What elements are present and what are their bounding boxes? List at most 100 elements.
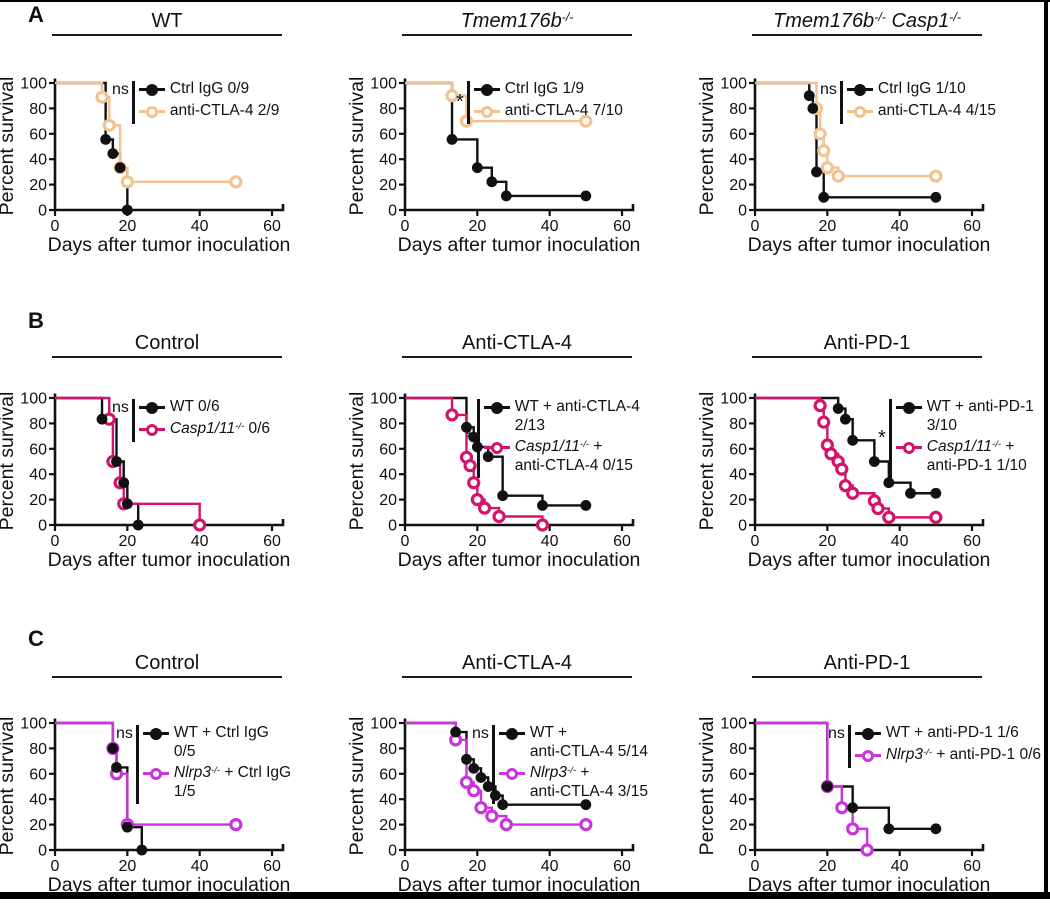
legend-label: Nlrp3-/- + anti-PD-1 0/6 xyxy=(886,746,1041,765)
x-tick-label: 40 xyxy=(891,218,909,235)
legend-entries: Ctrl IgG 1/10 anti-CTLA-4 4/15 xyxy=(846,80,996,124)
legend-label-line: Ctrl IgG 0/9 xyxy=(170,80,249,99)
data-point xyxy=(846,486,860,500)
text-segment: WT + anti-PD-1 xyxy=(926,398,1034,415)
chart-cell-C1: Control 0 20 40 60 80 100 0 20 40 60 Days after tum… xyxy=(0,590,350,899)
data-point xyxy=(868,456,880,467)
y-axis-title: Percent survival xyxy=(0,392,18,531)
chart-title: Anti-CTLA-4 xyxy=(402,652,632,678)
data-point xyxy=(121,498,133,510)
data-point xyxy=(121,821,133,833)
text-segment: Tmem176b xyxy=(460,10,562,32)
significance-bar xyxy=(476,399,480,478)
data-point xyxy=(838,479,853,493)
legend-entry: WT + anti-CTLA-4 2/13 xyxy=(483,398,640,435)
legend-filled-circle-marker xyxy=(895,398,922,417)
text-segment: Anti-PD-1 xyxy=(823,332,911,354)
x-tick-label: 0 xyxy=(751,218,760,235)
legend-label: WT + anti-CTLA-4 5/14 xyxy=(530,724,648,761)
legend-label: anti-CTLA-4 4/15 xyxy=(878,102,996,121)
x-tick-label: 40 xyxy=(891,533,909,550)
significance-bar xyxy=(131,399,135,442)
y-tick-label: 60 xyxy=(29,126,47,143)
y-tick-label: 0 xyxy=(738,203,747,220)
y-tick-label: 20 xyxy=(29,177,47,194)
text-segment: Nlrp3 xyxy=(529,764,567,781)
x-axis-title: Days after tumor inoculation xyxy=(398,234,641,256)
y-tick-label: 60 xyxy=(379,126,397,143)
text-segment: -/- xyxy=(949,10,961,25)
data-point xyxy=(445,89,459,103)
data-point xyxy=(468,431,480,443)
y-tick-label: 100 xyxy=(720,76,747,93)
data-point xyxy=(461,421,472,433)
legend-label-line: Casp1/11-/- + xyxy=(927,438,1027,457)
legend-entries: WT + anti-PD-1 3/10 Casp1/11-/- + anti-PD-1… xyxy=(895,398,1034,478)
chart-title: Anti-CTLA-4 xyxy=(402,332,632,358)
data-point xyxy=(831,169,845,183)
y-axis-title: Percent survival xyxy=(696,717,718,856)
y-tick-label: 80 xyxy=(29,416,47,433)
x-tick-label: 0 xyxy=(51,858,60,875)
chart-cell-C2: Anti-CTLA-4 0 20 40 60 80 100 0 20 40 60 Days after… xyxy=(346,590,700,899)
x-tick-label: 20 xyxy=(468,533,486,550)
text-segment: WT 0/6 xyxy=(169,398,220,415)
data-point xyxy=(450,726,462,738)
y-tick-label: 80 xyxy=(29,101,47,118)
data-point xyxy=(470,492,484,507)
legend-label-line: 0/5 xyxy=(174,743,269,762)
chart-legend: ns Ctrl IgG 0/9 anti-CTLA-4 2/9 xyxy=(112,80,279,124)
legend-label-line: WT + xyxy=(530,724,648,743)
data-point xyxy=(121,204,133,216)
text-segment: Nlrp3 xyxy=(173,764,211,781)
y-tick-label: 40 xyxy=(379,792,397,809)
y-tick-label: 0 xyxy=(388,843,397,860)
data-point xyxy=(120,175,134,189)
x-tick-label: 40 xyxy=(541,533,559,550)
chart-legend: ns WT + anti-CTLA-4 5/14 Nlrp3-/- + anti-CTL… xyxy=(472,724,648,804)
x-tick-label: 20 xyxy=(118,858,136,875)
data-point xyxy=(445,408,459,422)
x-tick-label: 20 xyxy=(468,858,486,875)
y-tick-label: 0 xyxy=(738,843,747,860)
data-point xyxy=(100,133,112,145)
x-tick-label: 60 xyxy=(613,858,631,875)
data-point xyxy=(579,817,593,832)
y-tick-label: 0 xyxy=(388,203,397,220)
text-segment: WT xyxy=(151,10,183,32)
y-axis-title: Percent survival xyxy=(346,717,368,856)
text-segment: WT + anti-PD-1 1/6 xyxy=(885,724,1019,741)
data-point xyxy=(463,459,477,473)
chart-title: Tmem176b-/- Casp1-/- xyxy=(752,10,982,36)
text-segment: anti-CTLA-4 5/14 xyxy=(529,742,648,760)
data-point xyxy=(446,133,458,145)
y-tick-label: 80 xyxy=(729,416,747,433)
data-point xyxy=(817,144,831,158)
panel-row-B: B Control 0 20 40 60 80 100 0 20 40 60 Days after t… xyxy=(0,260,1050,590)
y-tick-label: 60 xyxy=(729,126,747,143)
legend-filled-circle-marker xyxy=(138,398,165,417)
significance-bar xyxy=(131,81,135,124)
significance-bar xyxy=(847,725,851,768)
legend-entry: Nlrp3-/- + anti-CTLA-4 3/15 xyxy=(498,764,648,801)
chart-legend: ns WT 0/6 Casp1/11-/- 0/6 xyxy=(112,398,270,442)
legend-entry: anti-CTLA-4 2/9 xyxy=(138,102,279,121)
data-point xyxy=(930,487,942,499)
text-segment: Casp1/11 xyxy=(514,438,580,455)
x-tick-label: 20 xyxy=(468,218,486,235)
text-segment: 0/5 xyxy=(173,742,196,760)
legend-filled-circle-marker xyxy=(473,80,500,99)
data-point xyxy=(817,415,831,429)
chart-cell-C3: Anti-PD-1 0 20 40 60 80 100 0 20 40 60 Days after t… xyxy=(696,590,1050,899)
data-point xyxy=(499,817,513,832)
legend-label-line: 3/10 xyxy=(927,417,1034,436)
text-segment: anti-CTLA-4 3/15 xyxy=(529,782,648,800)
legend-label: Nlrp3-/- + anti-CTLA-4 3/15 xyxy=(530,764,648,801)
y-tick-label: 60 xyxy=(729,766,747,783)
y-tick-label: 40 xyxy=(729,467,747,484)
x-axis-title: Days after tumor inoculation xyxy=(748,234,991,256)
data-point xyxy=(840,413,851,425)
chart-title: Control xyxy=(52,652,282,678)
legend-entries: Ctrl IgG 1/9 anti-CTLA-4 7/10 xyxy=(473,80,623,124)
